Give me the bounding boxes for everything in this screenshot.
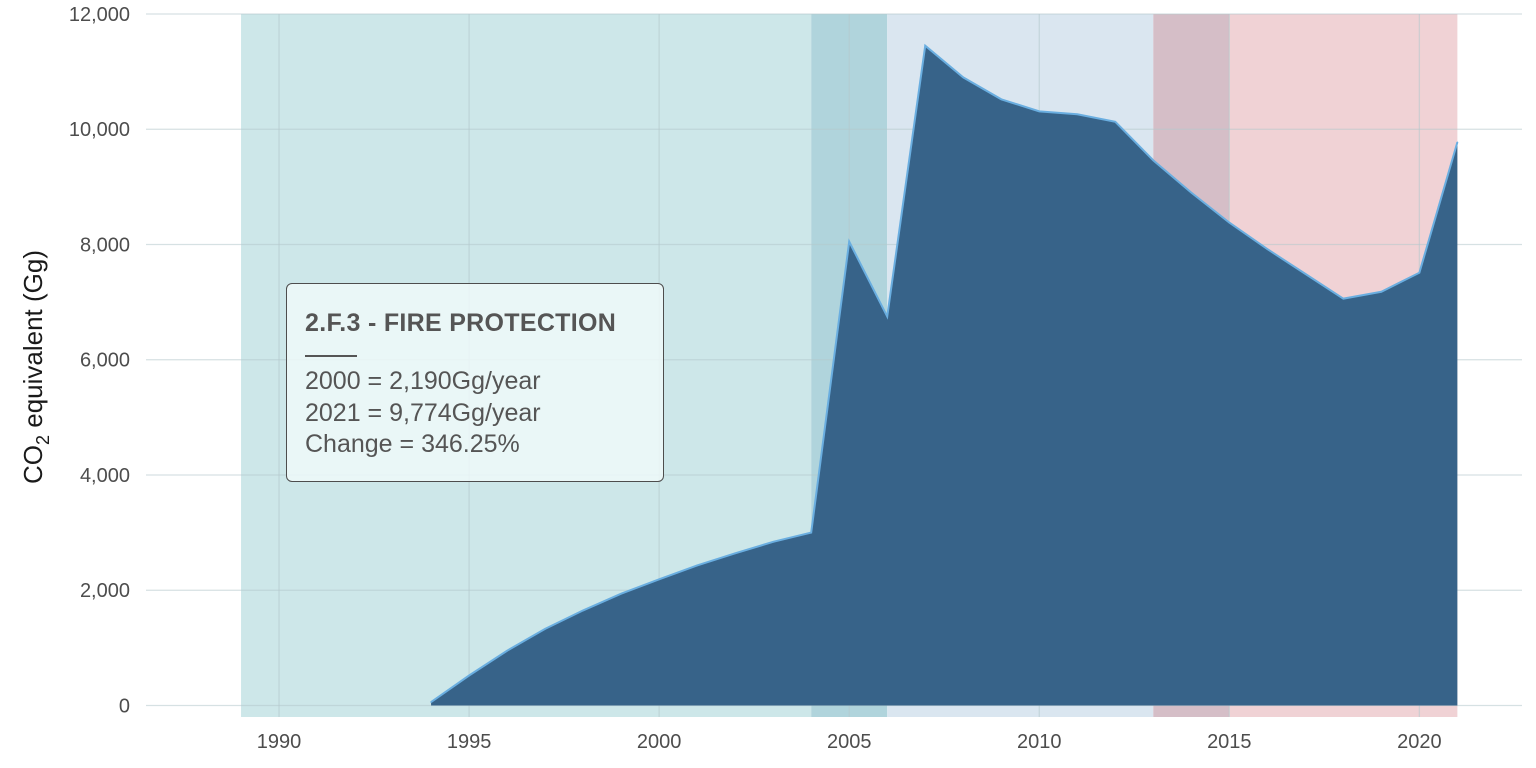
y-tick-label-8,000: 8,000 xyxy=(80,234,130,256)
y-axis-label: CO2 equivalent (Gg) xyxy=(18,250,53,484)
annotation-change: Change = 346.25% xyxy=(305,430,520,458)
data-point-2010 xyxy=(1038,110,1041,113)
x-tick-label-2020: 2020 xyxy=(1397,731,1442,753)
data-point-1999 xyxy=(620,592,622,595)
x-tick-label-1995: 1995 xyxy=(447,731,492,753)
y-axis-ticks: 0 2,000 4,000 6,000 8,000 10,000 12,000 xyxy=(69,4,130,717)
y-axis-label-prefix: CO xyxy=(18,445,48,484)
data-point-1998 xyxy=(582,609,584,612)
summary-annotation-box: 2.F.3 - FIRE PROTECTION 2000 = 2,190Gg/y… xyxy=(286,283,664,482)
annotation-value-2021: 2021 = 9,774Gg/year xyxy=(305,398,541,427)
data-point-2005 xyxy=(848,240,851,243)
data-point-1994 xyxy=(430,701,432,703)
series-area xyxy=(430,43,1459,706)
y-tick-label-10,000: 10,000 xyxy=(69,119,130,141)
data-point-2006 xyxy=(886,315,889,318)
y-tick-label-12,000: 12,000 xyxy=(69,4,130,26)
data-point-2019 xyxy=(1380,290,1383,293)
data-point-2014 xyxy=(1190,191,1193,194)
data-point-2018 xyxy=(1342,297,1345,300)
data-point-2007 xyxy=(924,44,927,47)
data-point-2013 xyxy=(1152,159,1155,162)
x-tick-label-2000: 2000 xyxy=(637,731,682,753)
annotation-value-2000: 2000 = 2,190Gg/year xyxy=(305,367,541,395)
x-tick-label-2010: 2010 xyxy=(1017,731,1062,753)
data-point-1997 xyxy=(544,628,546,630)
annotation-title: 2.F.3 - FIRE PROTECTION xyxy=(305,309,617,337)
data-point-2020 xyxy=(1418,271,1421,274)
y-tick-label-0: 0 xyxy=(119,695,130,717)
data-point-2009 xyxy=(1000,98,1003,101)
x-tick-label-2015: 2015 xyxy=(1207,731,1252,753)
data-point-2008 xyxy=(962,76,965,79)
data-point-2001 xyxy=(696,564,698,567)
data-point-2011 xyxy=(1076,113,1079,116)
data-point-2003 xyxy=(772,541,774,543)
y-tick-label-6,000: 6,000 xyxy=(80,350,130,372)
y-axis-label-suffix: equivalent (Gg) xyxy=(18,250,48,435)
data-point-2000 xyxy=(658,578,660,581)
data-point-2002 xyxy=(734,552,736,555)
data-point-2012 xyxy=(1114,120,1117,123)
data-point-2021 xyxy=(1456,141,1459,144)
x-tick-label-2005: 2005 xyxy=(827,731,872,753)
data-point-2004 xyxy=(810,531,812,534)
x-tick-label-1990: 1990 xyxy=(257,731,302,753)
data-point-1996 xyxy=(506,649,508,652)
series-line-0 xyxy=(430,43,1459,703)
series-area-fill-0 xyxy=(431,45,1458,706)
annotation-divider xyxy=(305,355,357,357)
y-axis-label-subscript: 2 xyxy=(33,435,53,445)
data-point-2017 xyxy=(1304,273,1307,275)
data-point-2016 xyxy=(1266,248,1269,250)
x-axis-ticks: 1990 1995 2000 2005 2010 2015 2020 xyxy=(257,731,1442,753)
y-tick-label-4,000: 4,000 xyxy=(80,465,130,487)
data-point-2015 xyxy=(1228,221,1231,224)
data-point-1995 xyxy=(468,674,470,677)
y-tick-label-2,000: 2,000 xyxy=(80,580,130,602)
